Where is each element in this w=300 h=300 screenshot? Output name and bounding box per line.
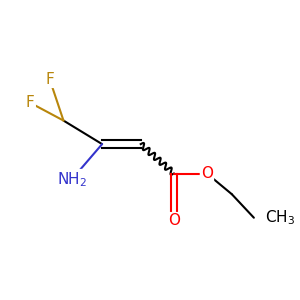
Text: F: F: [45, 72, 54, 87]
Text: CH$_3$: CH$_3$: [265, 208, 295, 227]
Text: O: O: [168, 213, 180, 228]
Text: NH$_2$: NH$_2$: [57, 170, 87, 189]
Text: F: F: [26, 95, 35, 110]
Text: O: O: [201, 166, 213, 181]
